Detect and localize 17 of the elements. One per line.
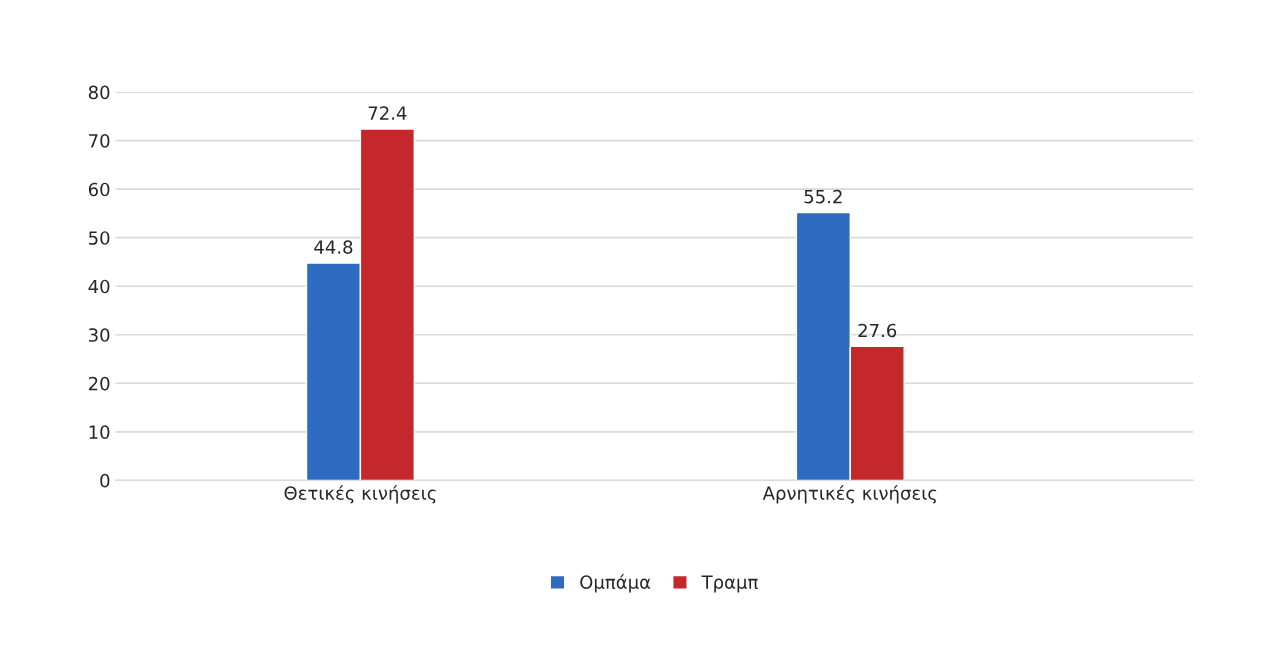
y-tick-label: 30: [89, 328, 110, 342]
y-tick-label: 60: [88, 182, 110, 197]
y-tick-label: 10: [89, 425, 110, 439]
y-tick-label: 80: [88, 85, 110, 100]
legend-label: Ομπάμα: [580, 574, 651, 593]
legend-label: Τραμπ: [701, 575, 758, 593]
x-tick-label: Θετικές κινήσεις: [284, 485, 436, 504]
data-label: 55.2: [804, 189, 842, 204]
data-label: 44.8: [314, 240, 353, 254]
data-label: 27.6: [858, 323, 897, 338]
x-tick-label: Αρνητικές κινήσεις: [762, 485, 937, 504]
data-label: 72.4: [368, 106, 407, 120]
y-tick-label: 40: [88, 279, 110, 294]
y-tick-label: 0: [100, 473, 110, 488]
y-tick-label: 50: [89, 231, 110, 245]
y-tick-label: 20: [88, 376, 110, 391]
y-tick-label: 70: [89, 134, 110, 148]
